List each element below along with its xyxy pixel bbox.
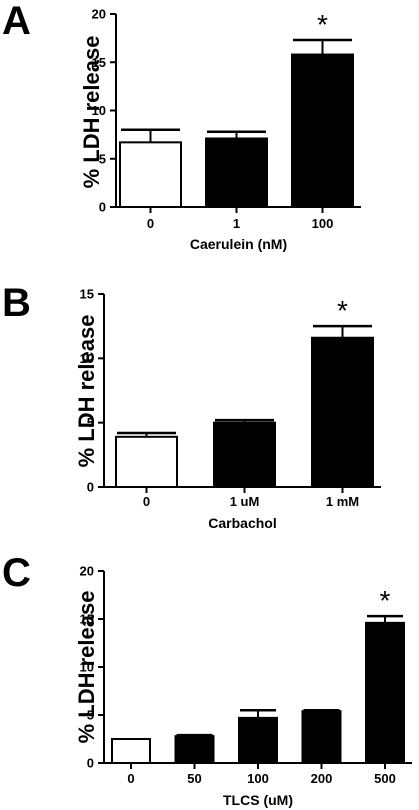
- y-tick-label: 10: [80, 660, 94, 675]
- y-axis-title: % LDH release: [74, 315, 99, 468]
- bar-100: [291, 53, 354, 208]
- x-axis-title: TLCS (uM): [223, 792, 293, 808]
- panel-letter: C: [2, 551, 31, 595]
- x-tick-label: 50: [187, 771, 201, 786]
- significance-marker: *: [337, 295, 348, 326]
- y-tick-label: 5: [99, 151, 106, 166]
- chart-panel-a: A 0 5 10 15 20 % LDH release 0 1 100 * Caerulein (n…: [2, 0, 361, 252]
- y-tick-label: 5: [87, 708, 94, 723]
- x-tick-label: 1 uM: [230, 494, 260, 509]
- panel-letter: A: [2, 0, 31, 43]
- x-tick-label: 1: [233, 216, 240, 231]
- bar-50: [174, 735, 215, 764]
- panel-letter: B: [2, 281, 31, 325]
- y-axis-title: % LDH release: [74, 591, 99, 744]
- y-tick-label: 15: [92, 55, 106, 70]
- y-tick-label: 20: [80, 564, 94, 579]
- x-tick-label: 500: [374, 771, 396, 786]
- bar-100: [238, 716, 278, 765]
- x-tick-label: 100: [312, 216, 334, 231]
- y-tick-label: 0: [99, 200, 106, 215]
- chart-panel-c: C 0 5 10 15 20 % LDH release 0 50 100 200 500 * TLCS …: [2, 551, 412, 808]
- x-tick-label: 0: [127, 771, 134, 786]
- y-axis-title: % LDH release: [79, 36, 104, 189]
- bar-0: [111, 738, 151, 764]
- bar-1-mM: [311, 336, 374, 488]
- bar-0: [119, 141, 182, 208]
- bar-1: [205, 137, 268, 208]
- bar-0: [115, 435, 178, 489]
- y-tick-label: 10: [80, 351, 94, 366]
- bar-200: [301, 710, 342, 764]
- significance-marker: *: [317, 9, 328, 40]
- y-tick-label: 5: [87, 415, 94, 430]
- y-tick-label: 20: [92, 7, 106, 22]
- x-tick-label: 0: [143, 494, 150, 509]
- y-tick-label: 15: [80, 612, 94, 627]
- y-tick-label: 10: [92, 103, 106, 118]
- x-axis-title: Caerulein (nM): [190, 236, 287, 252]
- bar-1-uM: [213, 421, 276, 488]
- significance-marker: *: [380, 585, 391, 616]
- x-tick-label: 1 mM: [326, 494, 359, 509]
- bar-500: [365, 621, 405, 765]
- chart-panel-b: B 0 5 10 15 % LDH release 0 1 uM 1 mM * Carbachol: [2, 281, 381, 531]
- x-axis-title: Carbachol: [208, 515, 276, 531]
- x-tick-label: 200: [311, 771, 333, 786]
- x-tick-label: 100: [247, 771, 269, 786]
- x-tick-label: 0: [147, 216, 154, 231]
- y-tick-label: 0: [87, 480, 94, 495]
- y-tick-label: 0: [87, 756, 94, 771]
- y-tick-label: 15: [80, 287, 94, 302]
